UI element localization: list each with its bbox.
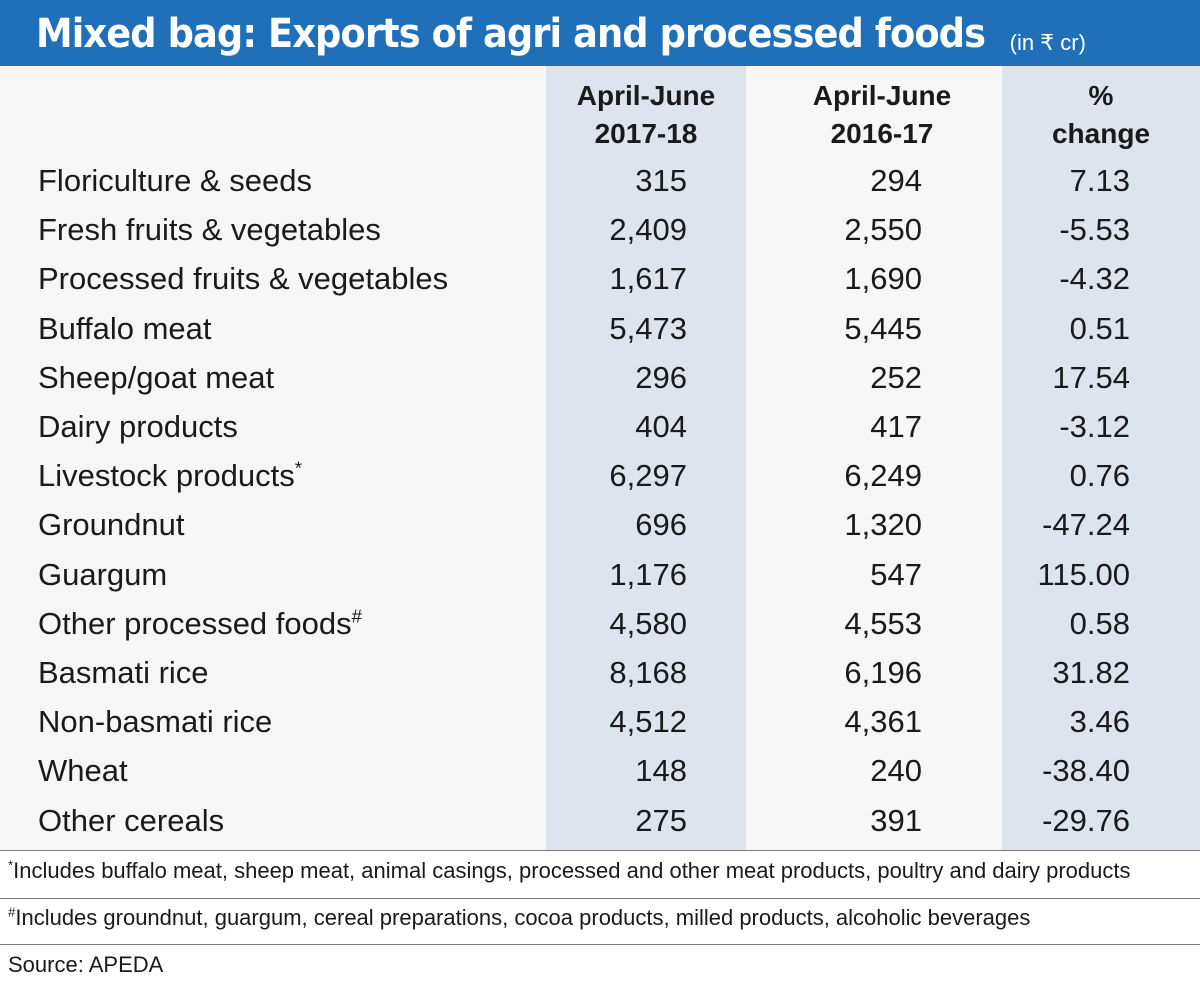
value-change: 3.46 [1069, 704, 1130, 740]
value-2016: 547 [870, 556, 922, 592]
value-2016: 2,550 [844, 212, 922, 248]
column-band-change [1002, 66, 1200, 850]
row-footnote-mark: * [294, 457, 302, 479]
footnote-divider [0, 944, 1200, 945]
table-row: Buffalo meat 5,473 5,445 0.51 [0, 304, 1200, 353]
value-2017: 404 [635, 409, 687, 444]
row-label: Fresh fruits & vegetables [38, 212, 381, 248]
column-header-change-line2: change [1051, 118, 1151, 149]
column-band-2017 [546, 66, 746, 850]
value-change: -29.76 [1042, 802, 1130, 838]
chart-unit: (in ₹ cr) [1009, 30, 1086, 55]
value-2016: 294 [870, 163, 922, 198]
value-2017: 275 [635, 802, 687, 838]
row-label: Guargum [38, 556, 168, 592]
row-label: Non-basmati rice [38, 704, 273, 740]
value-2016: 4,361 [844, 704, 922, 740]
column-header-2017-line1: April-June [576, 80, 716, 111]
value-2017: 148 [635, 753, 687, 789]
table-row: Guargum 1,176 547 115.00 [0, 550, 1200, 599]
footnote-mark: # [8, 904, 16, 920]
footnote-divider [0, 850, 1200, 851]
value-2016: 6,196 [844, 655, 922, 690]
row-label: Livestock products [38, 458, 295, 494]
data-table: April-June 2017-18 April-June 2016-17 % … [0, 66, 1200, 850]
value-change: 115.00 [1037, 556, 1130, 592]
column-header-2017: April-June 2017-18 [546, 74, 746, 156]
row-label-group: Livestock products* [38, 451, 302, 500]
row-label: Other cereals [38, 802, 225, 838]
value-change: -4.32 [1059, 261, 1130, 297]
row-footnote-mark: # [351, 605, 362, 627]
table-row: Fresh fruits & vegetables 2,409 2,550 -5.53 [0, 205, 1200, 254]
value-2017: 4,512 [609, 704, 687, 740]
value-2016: 240 [870, 753, 922, 789]
row-label: Floriculture & seeds [38, 163, 312, 198]
footnote-livestock: *Includes buffalo meat, sheep meat, anim… [8, 856, 1130, 886]
value-2016: 4,553 [844, 605, 922, 641]
value-2017: 315 [635, 163, 687, 198]
footnote-text: Includes groundnut, guargum, cereal prep… [15, 905, 1031, 930]
table-row: Other processed foods# 4,580 4,553 0.58 [0, 599, 1200, 648]
chart-title: Mixed bag: Exports of agri and processed… [36, 11, 986, 57]
row-label: Dairy products [38, 409, 238, 444]
title-bar: Mixed bag: Exports of agri and processed… [0, 0, 1200, 66]
value-change: -38.40 [1042, 753, 1130, 789]
table-row: Wheat 148 240 -38.40 [0, 746, 1200, 795]
table-row: Non-basmati rice 4,512 4,361 3.46 [0, 697, 1200, 746]
row-label: Basmati rice [38, 655, 209, 690]
row-label: Groundnut [38, 507, 185, 543]
value-change: -3.12 [1059, 409, 1130, 444]
value-change: -5.53 [1059, 212, 1130, 248]
row-label: Other processed foods [38, 605, 352, 641]
value-change: 7.13 [1069, 163, 1130, 198]
value-2017: 1,176 [609, 556, 687, 592]
value-change: -47.24 [1042, 507, 1130, 543]
value-change: 0.51 [1069, 310, 1130, 346]
column-header-2017-line2: 2017-18 [594, 118, 698, 149]
table-row: Other cereals 275 391 -29.76 [0, 796, 1200, 845]
source-note: Source: APEDA [8, 952, 164, 977]
value-2016: 5,445 [844, 310, 922, 346]
footnote-processed: #Includes groundnut, guargum, cereal pre… [8, 903, 1030, 933]
value-2017: 8,168 [609, 655, 687, 690]
table-row: Basmati rice 8,168 6,196 31.82 [0, 648, 1200, 697]
value-2017: 4,580 [609, 605, 687, 641]
row-label: Wheat [38, 753, 128, 789]
value-change: 0.58 [1069, 605, 1130, 641]
value-2017: 1,617 [609, 261, 687, 297]
value-change: 0.76 [1069, 458, 1130, 494]
table-row: Floriculture & seeds 315 294 7.13 [0, 156, 1200, 205]
column-header-2016: April-June 2016-17 [782, 74, 982, 156]
footnote-divider [0, 898, 1200, 899]
column-header-change: % change [1002, 74, 1200, 156]
row-label: Processed fruits & vegetables [38, 261, 449, 297]
footnote-text: Includes buffalo meat, sheep meat, anima… [13, 858, 1131, 883]
table-row: Livestock products* 6,297 6,249 0.76 [0, 451, 1200, 500]
value-change: 17.54 [1052, 359, 1130, 395]
column-header-2016-line2: 2016-17 [830, 118, 934, 149]
row-label-group: Other processed foods# [38, 599, 362, 648]
value-2017: 6,297 [609, 458, 687, 494]
value-2017: 5,473 [609, 310, 687, 346]
column-header-change-line1: % [1088, 80, 1114, 111]
value-2017: 2,409 [609, 212, 687, 248]
table-row: Processed fruits & vegetables 1,617 1,690 -… [0, 254, 1200, 303]
value-2016: 252 [870, 359, 922, 395]
value-2017: 296 [635, 359, 687, 395]
value-2016: 391 [870, 802, 922, 838]
row-label: Sheep/goat meat [38, 359, 275, 395]
value-2016: 6,249 [844, 458, 922, 494]
table-row: Groundnut 696 1,320 -47.24 [0, 500, 1200, 549]
footnote-mark: * [8, 857, 14, 873]
value-change: 31.82 [1052, 655, 1130, 690]
value-2016: 417 [870, 409, 922, 444]
value-2017: 696 [635, 507, 687, 543]
column-header-2016-line1: April-June [812, 80, 952, 111]
table-row: Sheep/goat meat 296 252 17.54 [0, 353, 1200, 402]
row-label: Buffalo meat [38, 310, 212, 346]
value-2016: 1,690 [844, 261, 922, 297]
value-2016: 1,320 [844, 507, 922, 543]
table-row: Dairy products 404 417 -3.12 [0, 402, 1200, 451]
